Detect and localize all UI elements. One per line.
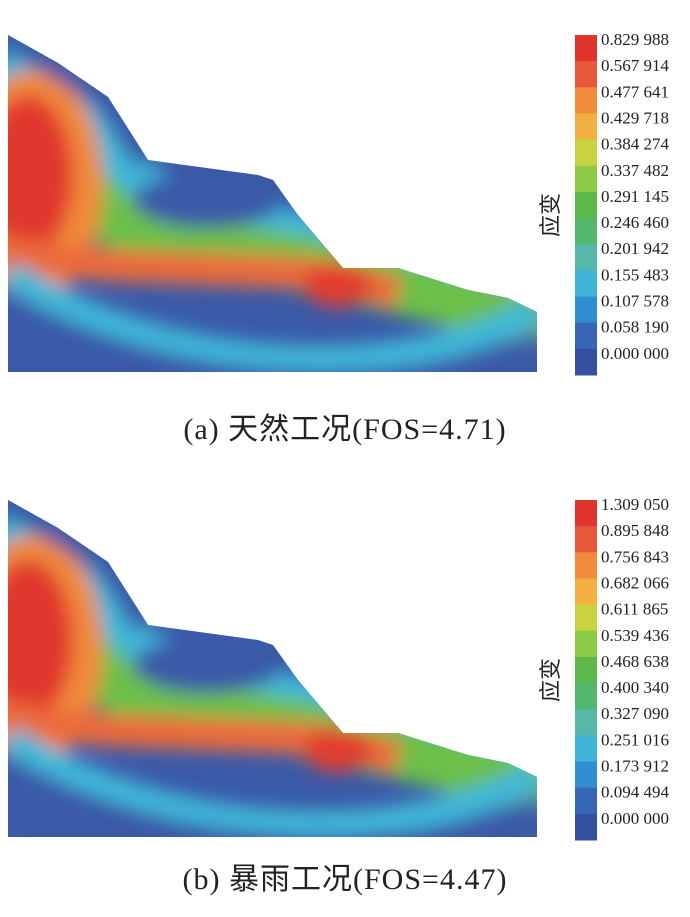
- legend-label: 0.201 942: [601, 239, 669, 258]
- legend-swatch: [575, 191, 597, 219]
- legend-label: 0.895 848: [601, 521, 669, 540]
- band: [8, 726, 537, 837]
- legend-label: 0.611 865: [601, 600, 668, 619]
- legend-label: 0.291 145: [601, 187, 669, 206]
- band: [8, 261, 537, 372]
- legend-label: 0.094 494: [601, 783, 670, 802]
- legend-label: 0.327 090: [601, 704, 669, 723]
- legend-label: 0.058 190: [601, 318, 669, 337]
- band: [8, 500, 161, 634]
- caption: (b) 暴雨工况(FOS=4.47): [183, 863, 508, 896]
- legend-swatch: [575, 165, 597, 193]
- legend-label: 0.000 000: [601, 344, 669, 363]
- legend-swatch: [575, 630, 597, 658]
- legend-swatch: [575, 348, 597, 376]
- legend-label: 0.829 988: [601, 30, 669, 49]
- band: [8, 755, 537, 837]
- legend-label: 0.477 641: [601, 82, 669, 101]
- legend-swatch: [575, 35, 597, 62]
- band: [8, 35, 161, 169]
- legend-swatch: [575, 683, 597, 710]
- legend-swatch: [575, 787, 597, 815]
- legend-swatch: [575, 270, 597, 298]
- legend-label: 0.567 914: [601, 56, 670, 75]
- legend-label: 1.309 050: [601, 495, 669, 514]
- legend-label: 0.756 843: [601, 547, 669, 566]
- legend-swatch: [575, 604, 597, 632]
- legend-swatch: [575, 656, 597, 684]
- legend-title: 应变: [538, 193, 563, 237]
- band: [133, 637, 283, 693]
- legend-swatch: [575, 61, 597, 88]
- legend-label: 0.107 578: [601, 292, 669, 311]
- legend-label: 0.429 718: [601, 108, 669, 127]
- strain-contour: [8, 35, 537, 372]
- legend-swatch: [575, 709, 597, 736]
- legend-swatch: [575, 761, 597, 789]
- legend-label: 0.539 436: [601, 626, 669, 645]
- legend-label: 0.000 000: [601, 809, 669, 828]
- legend-label: 0.468 638: [601, 652, 669, 671]
- legend-swatch: [575, 813, 597, 841]
- legend-swatch: [575, 500, 597, 527]
- band: [8, 290, 537, 372]
- band: [303, 263, 373, 307]
- legend-swatch: [575, 139, 597, 167]
- legend-label: 0.682 066: [601, 573, 669, 592]
- strain-contour: [8, 500, 537, 837]
- legend-label: 0.337 482: [601, 161, 669, 180]
- legend-label: 0.251 016: [601, 730, 669, 749]
- legend-label: 0.246 460: [601, 213, 669, 232]
- legend-swatch: [575, 735, 597, 763]
- legend-label: 0.155 483: [601, 265, 669, 284]
- legend-swatch: [575, 578, 597, 606]
- band: [133, 172, 283, 228]
- band: [8, 560, 73, 720]
- band: [8, 95, 73, 255]
- contour-bands: [8, 35, 537, 372]
- band: [303, 728, 373, 772]
- contour-bands: [8, 500, 537, 837]
- legend-swatch: [575, 552, 597, 579]
- legend-swatch: [575, 244, 597, 271]
- legend-swatch: [575, 87, 597, 114]
- legend-label: 0.400 340: [601, 678, 669, 697]
- legend-swatch: [575, 296, 597, 324]
- legend-swatch: [575, 526, 597, 553]
- caption: (a) 天然工况(FOS=4.71): [183, 413, 506, 446]
- legend-label: 0.384 274: [601, 135, 670, 154]
- legend-label: 0.173 912: [601, 757, 669, 776]
- legend-swatch: [575, 322, 597, 350]
- legend-title: 应变: [538, 658, 563, 702]
- legend-swatch: [575, 113, 597, 141]
- legend-swatch: [575, 218, 597, 245]
